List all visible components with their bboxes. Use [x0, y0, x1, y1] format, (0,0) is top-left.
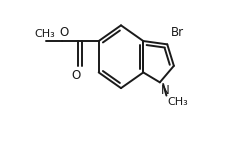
Text: CH₃: CH₃: [34, 29, 55, 39]
Text: Br: Br: [171, 26, 184, 39]
Text: N: N: [161, 84, 169, 97]
Text: O: O: [71, 69, 81, 82]
Text: CH₃: CH₃: [167, 97, 188, 107]
Text: O: O: [59, 26, 68, 39]
